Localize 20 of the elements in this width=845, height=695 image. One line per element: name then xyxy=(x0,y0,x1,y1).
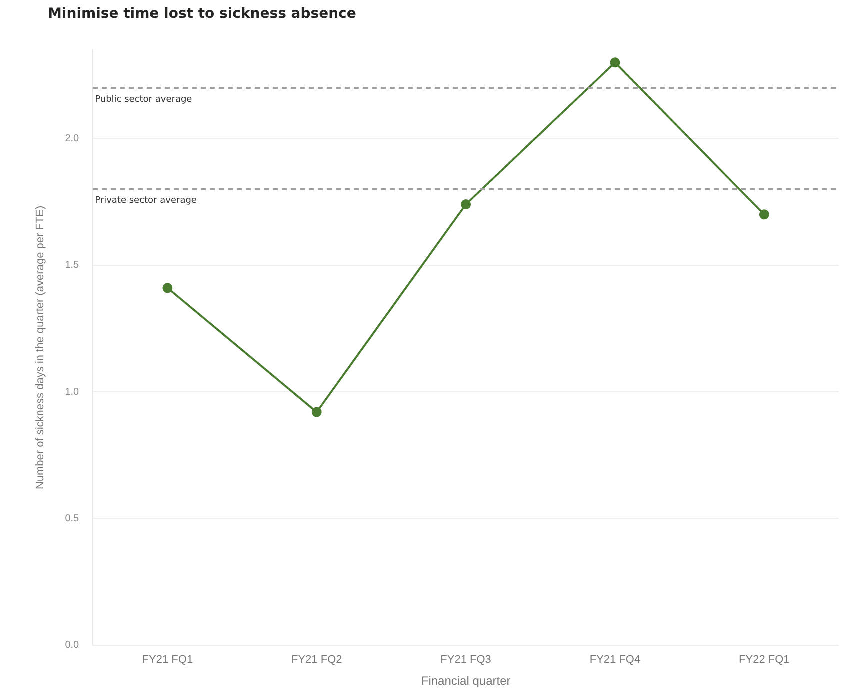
x-tick-label: FY21 FQ3 xyxy=(440,654,492,666)
x-tick-label: FY21 FQ4 xyxy=(590,654,641,666)
point xyxy=(312,407,322,418)
y-tick-label: 1.0 xyxy=(65,386,80,398)
point xyxy=(461,200,472,210)
x-axis-title: Financial quarter xyxy=(421,674,511,688)
ref-line-label: Private sector average xyxy=(95,196,198,206)
chart-title: Minimise time lost to sickness absence xyxy=(48,6,356,22)
y-tick-label: 0.5 xyxy=(65,513,80,524)
x-tick-label: FY21 FQ2 xyxy=(291,654,342,666)
y-axis-title: Number of sickness days in the quarter (average per FTE) xyxy=(34,206,47,490)
point xyxy=(162,283,173,294)
ref-line-label: Public sector average xyxy=(95,94,193,105)
point xyxy=(610,58,620,68)
x-tick-label: FY21 FQ1 xyxy=(142,654,194,666)
y-tick-label: 0.0 xyxy=(65,640,80,652)
y-tick-label: 1.5 xyxy=(65,260,80,272)
x-tick-label: FY22 FQ1 xyxy=(739,654,790,666)
point xyxy=(759,210,770,220)
y-tick-label: 2.0 xyxy=(65,133,80,144)
